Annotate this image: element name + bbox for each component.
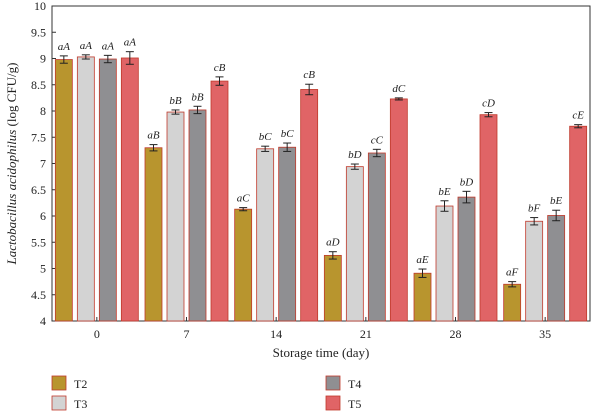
x-tick-label: 28: [450, 327, 462, 341]
bar: [234, 208, 253, 322]
legend-swatch: [325, 375, 341, 391]
significance-label: bD: [348, 149, 362, 161]
y-tick-label: 9.5: [31, 25, 46, 39]
x-tick-label: 14: [270, 327, 282, 341]
bar: [323, 254, 342, 322]
bar: [54, 59, 73, 322]
y-tick-label: 5.5: [31, 235, 46, 249]
legend-swatch: [51, 375, 67, 391]
y-tick-label: 4: [40, 314, 46, 328]
significance-label: aA: [58, 41, 71, 53]
significance-label: cD: [482, 98, 495, 110]
y-tick-label: 10: [34, 0, 46, 13]
legend-label: T2: [74, 377, 87, 391]
bar: [389, 98, 408, 322]
significance-label: aA: [102, 40, 115, 52]
significance-label: aD: [326, 237, 340, 249]
y-tick-label: 8: [40, 104, 46, 118]
bar: [345, 166, 364, 322]
legend-label: T5: [348, 397, 361, 411]
y-tick-label: 6: [40, 209, 46, 223]
y-tick-label: 8.5: [31, 78, 46, 92]
bar: [98, 58, 117, 322]
legend-label: T4: [348, 377, 361, 391]
bar: [256, 148, 275, 322]
x-tick-label: 7: [184, 327, 190, 341]
x-tick-label: 21: [360, 327, 372, 341]
y-tick-label: 9: [40, 52, 46, 66]
y-tick-label: 7: [40, 157, 46, 171]
bar: [457, 196, 476, 322]
significance-label: cC: [371, 134, 384, 146]
significance-label: bE: [438, 186, 451, 198]
legend-swatch: [325, 395, 341, 411]
bar: [435, 205, 454, 322]
significance-label: aA: [80, 40, 93, 52]
bar: [569, 125, 588, 322]
bar: [188, 109, 207, 322]
significance-label: bE: [550, 195, 563, 207]
y-tick-label: 4.5: [31, 288, 46, 302]
significance-label: bB: [191, 91, 204, 103]
bar: [144, 147, 163, 322]
significance-label: aE: [416, 254, 429, 266]
legend-label: T3: [74, 397, 87, 411]
significance-label: aF: [506, 267, 519, 279]
significance-label: aA: [124, 37, 137, 49]
significance-label: aC: [237, 193, 251, 205]
y-tick-label: 5: [40, 262, 46, 276]
significance-label: cB: [303, 69, 315, 81]
x-tick-label: 35: [539, 327, 551, 341]
significance-label: cB: [214, 62, 226, 74]
bar: [503, 283, 522, 322]
bar: [525, 220, 544, 322]
bar: [547, 215, 566, 322]
bar: [300, 89, 319, 322]
y-tick-label: 7.5: [31, 130, 46, 144]
significance-label: bD: [460, 176, 474, 188]
significance-label: bF: [528, 203, 541, 215]
legend-swatch: [51, 395, 67, 411]
x-axis-title: Storage time (day): [273, 345, 370, 360]
x-tick-label: 0: [94, 327, 100, 341]
significance-label: aB: [147, 130, 160, 142]
significance-label: dC: [392, 83, 406, 95]
bar: [413, 272, 432, 322]
significance-label: bC: [259, 131, 273, 143]
bar: [120, 57, 139, 322]
bar: [278, 146, 297, 322]
significance-label: bB: [169, 95, 182, 107]
y-axis-title: Lactobacillus acidophilus (log CFU/g): [4, 63, 19, 266]
significance-label: cE: [572, 110, 584, 122]
significance-label: bC: [281, 128, 295, 140]
bar: [210, 80, 229, 322]
bar: [76, 56, 95, 322]
y-tick-label: 6.5: [31, 183, 46, 197]
bar: [166, 111, 185, 322]
bar: [367, 152, 386, 322]
bar: [479, 114, 498, 322]
